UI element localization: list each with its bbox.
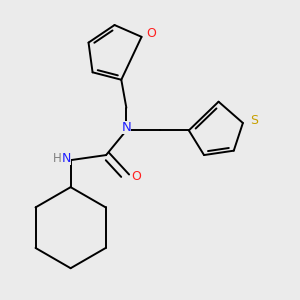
Text: H: H [53, 152, 62, 165]
Text: N: N [62, 152, 71, 165]
Text: O: O [146, 27, 156, 40]
Text: O: O [131, 170, 141, 183]
Text: N: N [122, 121, 131, 134]
Text: S: S [250, 115, 258, 128]
